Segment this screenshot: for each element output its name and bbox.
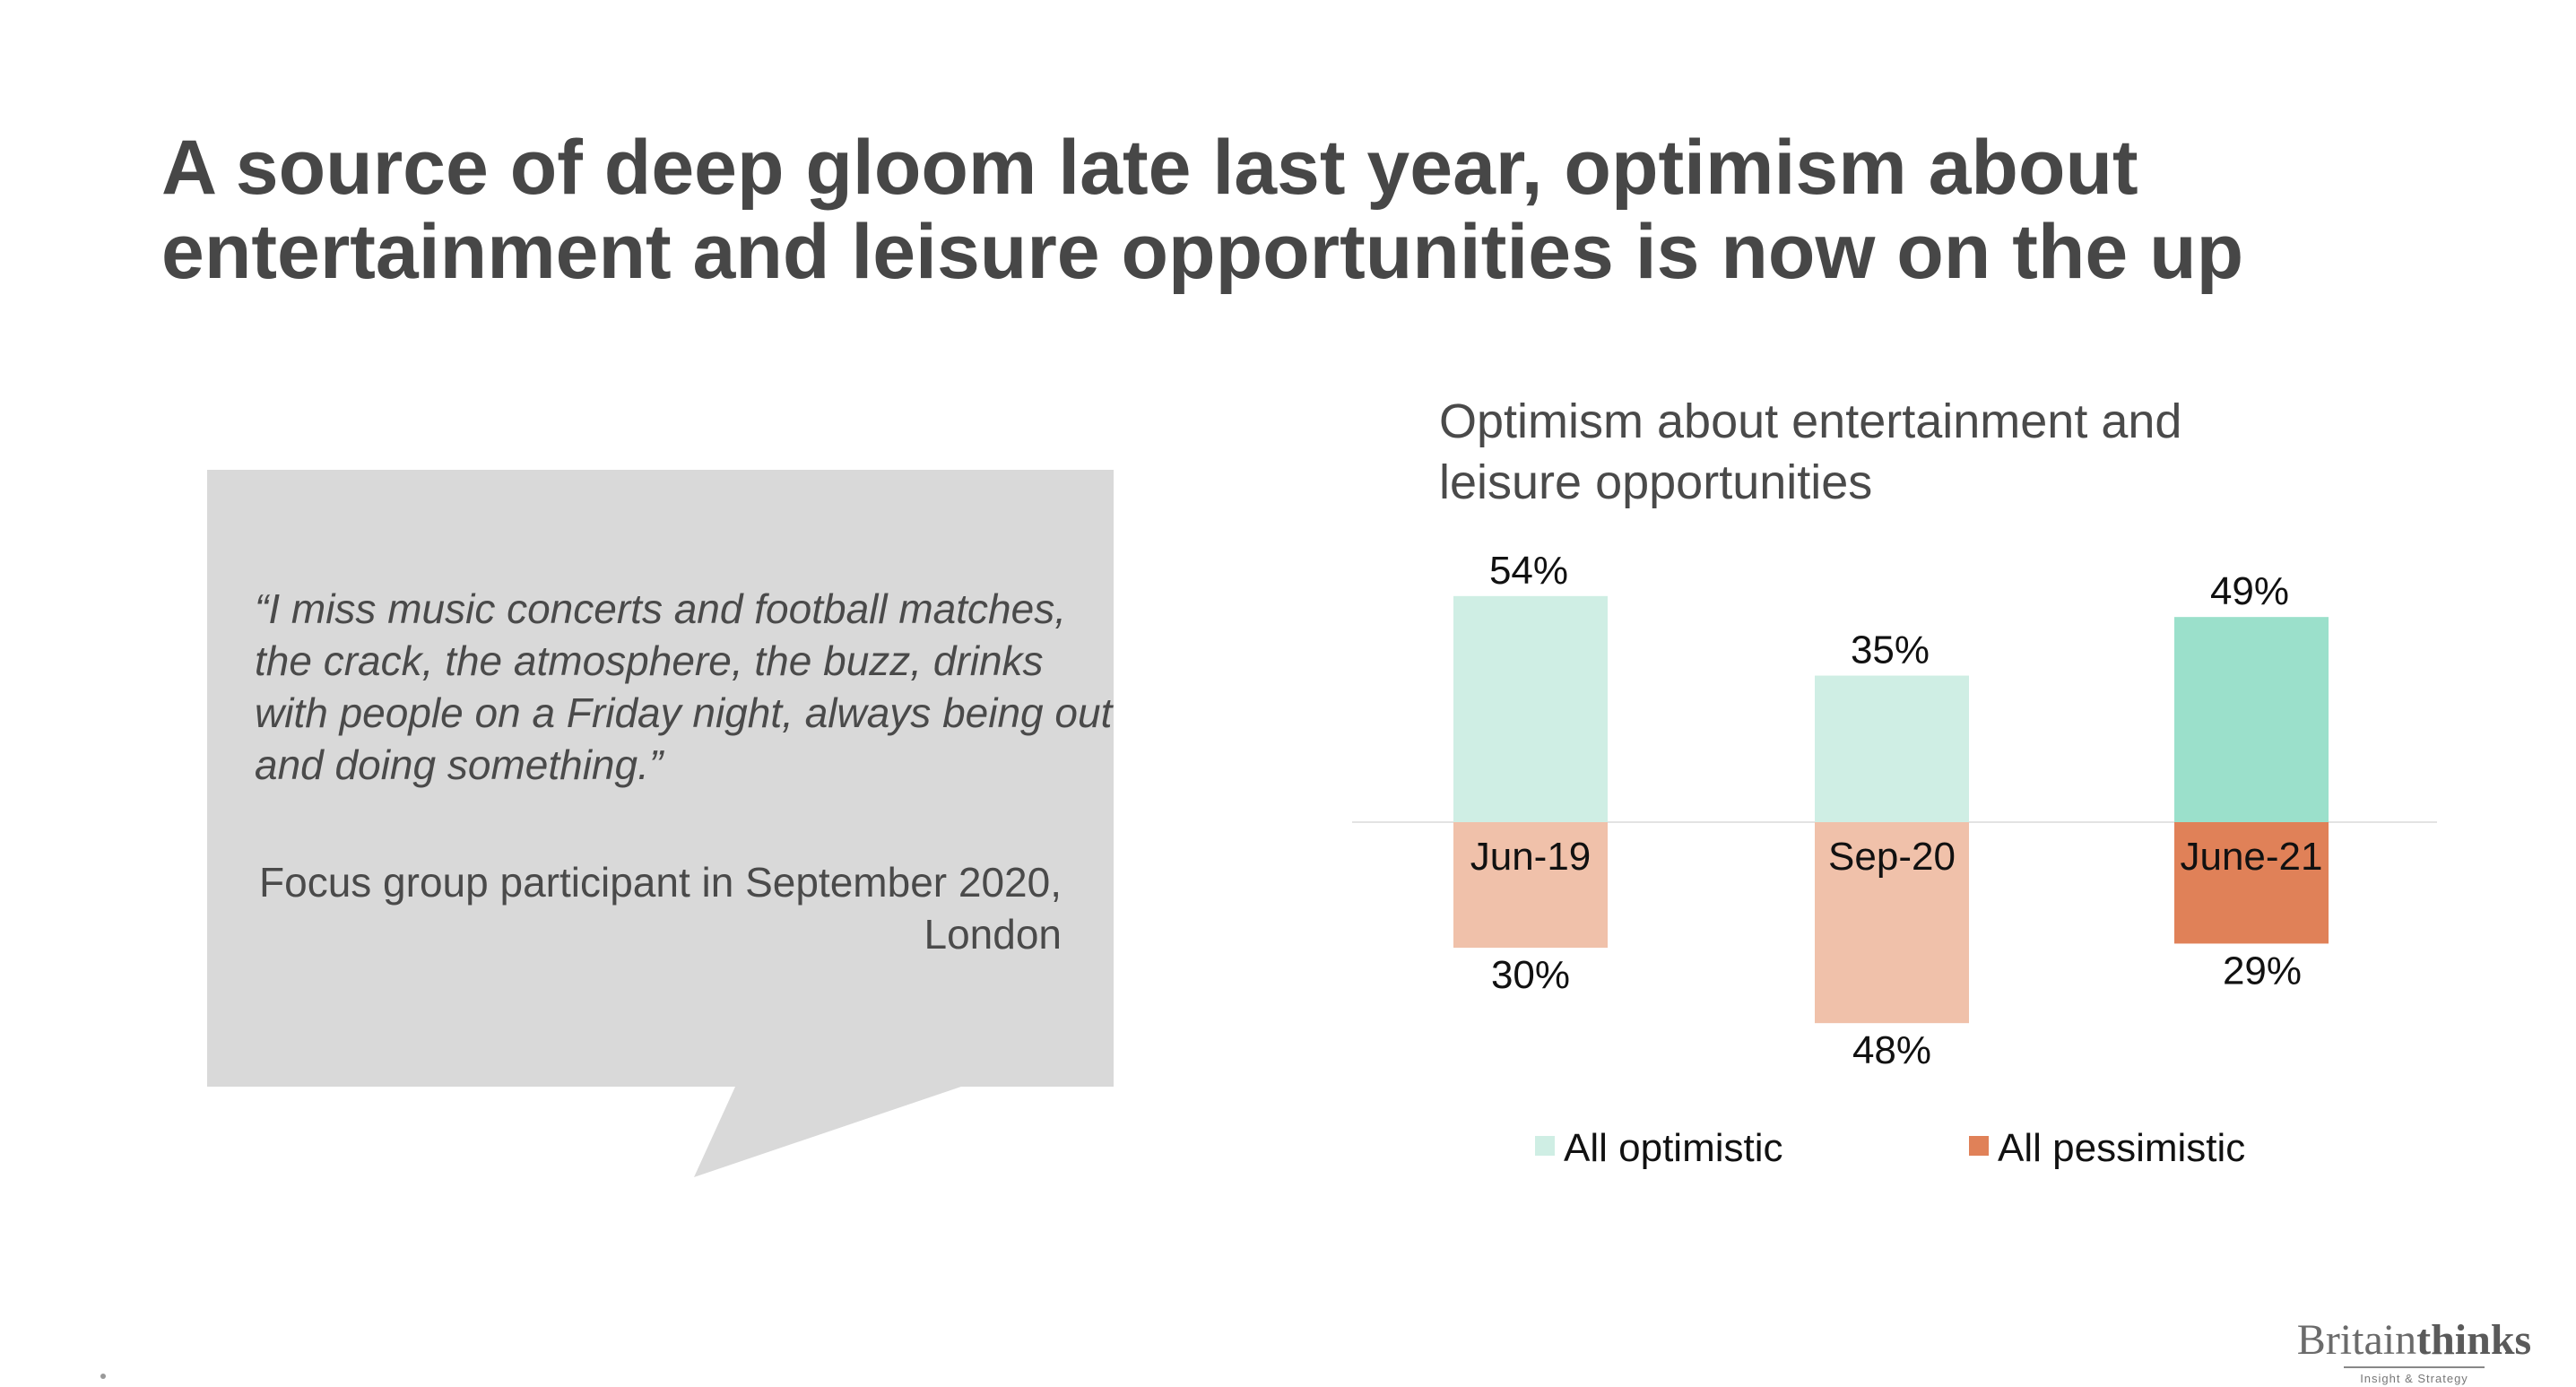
quote-attribution: Focus group participant in September 202… xyxy=(259,859,1062,958)
chart-title: Optimism about entertainment and leisure… xyxy=(1439,394,2182,509)
data-label-optimistic-sep-20: 35% xyxy=(1851,628,1930,672)
category-label-june-21: June-21 xyxy=(2180,835,2322,879)
data-label-pessimistic-sep-20: 48% xyxy=(1852,1028,1931,1072)
bar-pessimistic-june-21 xyxy=(2174,822,2329,944)
logo-main: Britain xyxy=(2296,1316,2417,1364)
data-label-pessimistic-jun-19: 30% xyxy=(1491,953,1570,997)
data-label-optimistic-jun-19: 54% xyxy=(1489,549,1568,593)
legend-optimistic-swatch xyxy=(1535,1136,1555,1156)
logo-wordmark: Britainthinks xyxy=(2291,1318,2537,1363)
logo-main-bold: thinks xyxy=(2416,1316,2532,1364)
logo-tagline: Insight & Strategy xyxy=(2344,1366,2485,1385)
bar-pessimistic-jun-19 xyxy=(1453,822,1608,949)
slide-title: A source of deep gloom late last year, o… xyxy=(161,125,2244,295)
quote-text: “I miss music concerts and football matc… xyxy=(255,585,1113,788)
category-label-jun-19: Jun-19 xyxy=(1470,835,1592,879)
legend-pessimistic-label: All pessimistic xyxy=(1998,1126,2245,1170)
britainthinks-logo: Britainthinks Insight & Strategy xyxy=(2291,1318,2537,1387)
data-label-optimistic-june-21: 49% xyxy=(2210,569,2289,613)
page-marker xyxy=(100,1374,106,1379)
bar-optimistic-june-21 xyxy=(2174,617,2329,822)
legend-optimistic-label: All optimistic xyxy=(1564,1126,1783,1170)
legend-pessimistic-swatch xyxy=(1969,1136,1989,1156)
category-label-sep-20: Sep-20 xyxy=(1828,835,1956,879)
bar-optimistic-jun-19 xyxy=(1453,595,1608,822)
data-label-pessimistic-june-21: 29% xyxy=(2223,949,2302,993)
bar-pessimistic-sep-20 xyxy=(1815,822,1969,1024)
bar-optimistic-sep-20 xyxy=(1815,675,1969,822)
